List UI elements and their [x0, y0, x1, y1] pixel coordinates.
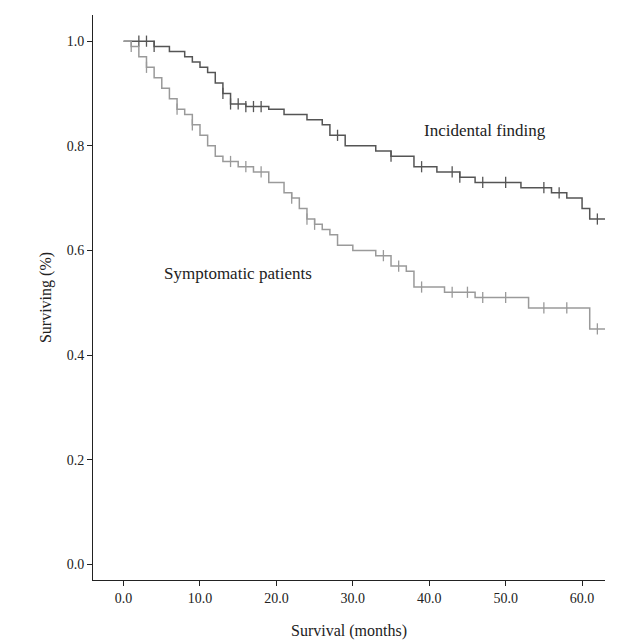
svg-text:1.0: 1.0 [67, 34, 85, 49]
svg-text:0.2: 0.2 [67, 453, 85, 468]
svg-text:Incidental finding: Incidental finding [424, 121, 546, 140]
svg-text:0.4: 0.4 [67, 348, 85, 363]
svg-text:10.0: 10.0 [188, 591, 213, 606]
svg-text:Survival (months): Survival (months) [291, 622, 407, 640]
svg-text:Surviving (%): Surviving (%) [37, 252, 55, 343]
svg-text:0.6: 0.6 [67, 243, 85, 258]
svg-text:0.8: 0.8 [67, 139, 85, 154]
svg-text:30.0: 30.0 [341, 591, 366, 606]
svg-text:Symptomatic patients: Symptomatic patients [164, 264, 312, 283]
svg-text:40.0: 40.0 [417, 591, 442, 606]
svg-text:50.0: 50.0 [493, 591, 518, 606]
svg-text:0.0: 0.0 [115, 591, 133, 606]
svg-text:60.0: 60.0 [570, 591, 595, 606]
svg-text:0.0: 0.0 [67, 557, 85, 572]
svg-text:20.0: 20.0 [264, 591, 289, 606]
